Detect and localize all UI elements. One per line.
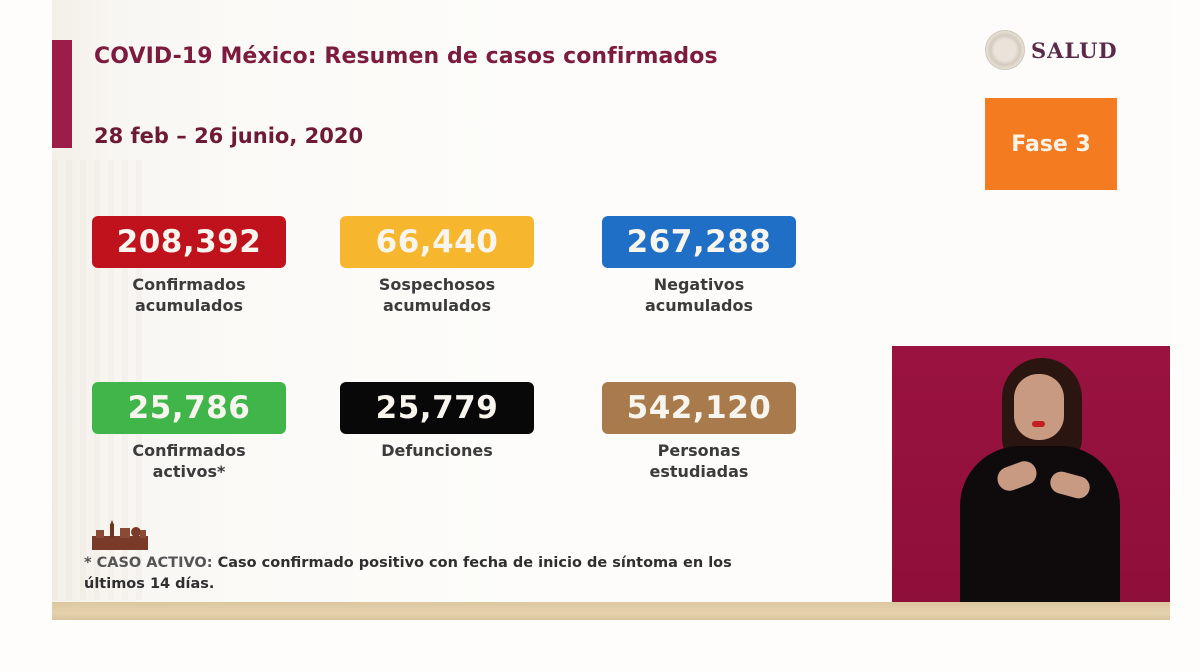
stat-label-line2: acumulados [383,296,491,315]
stat-value-box: 542,120 [602,382,796,434]
cathedral-illustration-icon [92,520,148,550]
stat-deaths: 25,779 Defunciones [340,382,534,461]
national-seal-icon [985,30,1025,70]
stat-value-box: 208,392 [92,216,286,268]
stat-people-studied: 542,120 Personas estudiadas [602,382,796,482]
stat-label-line2: acumulados [645,296,753,315]
footnote-text: Caso confirmado positivo con fecha de in… [212,555,732,571]
stat-value: 25,779 [375,390,499,426]
stat-label-line1: Confirmados [132,275,246,294]
stat-label: Sospechosos acumulados [340,274,534,316]
stat-label: Negativos acumulados [602,274,796,316]
stat-value: 542,120 [626,390,772,426]
phase-badge: Fase 3 [985,98,1117,190]
stat-label-line2: estudiadas [649,462,749,481]
stat-value: 208,392 [116,224,262,260]
stat-label-line1: Confirmados [132,441,246,460]
stat-label: Confirmados acumulados [92,274,286,316]
slide-bottom-strip [52,602,1170,620]
phase-label: Fase 3 [1011,131,1091,157]
footnote-text-line2: últimos 14 días. [84,576,215,592]
stat-label-line1: Personas [657,441,741,460]
stat-suspected-cumulative: 66,440 Sospechosos acumulados [340,216,534,316]
stat-value-box: 25,779 [340,382,534,434]
stat-label: Confirmados activos* [92,440,286,482]
title-accent-bar [52,40,72,148]
sign-language-interpreter-video [892,346,1170,602]
stat-value: 267,288 [626,224,772,260]
stat-label-line1: Defunciones [381,441,493,460]
stat-value-box: 66,440 [340,216,534,268]
salud-logo: SALUD [985,30,1118,70]
stat-label: Defunciones [340,440,534,461]
stat-label-line2: acumulados [135,296,243,315]
stat-label-line2: activos* [152,462,226,481]
logo-text: SALUD [1031,37,1118,63]
interpreter-lips [1032,421,1045,427]
stat-value-box: 267,288 [602,216,796,268]
date-range: 28 feb – 26 junio, 2020 [94,124,364,148]
stat-label-line1: Negativos [653,275,745,294]
stat-confirmed-active: 25,786 Confirmados activos* [92,382,286,482]
stat-label-line1: Sospechosos [378,275,496,294]
stat-confirmed-cumulative: 208,392 Confirmados acumulados [92,216,286,316]
interpreter-body [960,446,1120,602]
stat-value-box: 25,786 [92,382,286,434]
footnote-lead: * CASO ACTIVO: [84,555,213,571]
stat-negative-cumulative: 267,288 Negativos acumulados [602,216,796,316]
stat-value: 25,786 [127,390,251,426]
stat-label: Personas estudiadas [602,440,796,482]
stat-value: 66,440 [375,224,499,260]
page-title: COVID-19 México: Resumen de casos confir… [94,44,718,69]
active-case-footnote: * CASO ACTIVO: Caso confirmado positivo … [84,553,804,595]
interpreter-face [1014,374,1064,440]
